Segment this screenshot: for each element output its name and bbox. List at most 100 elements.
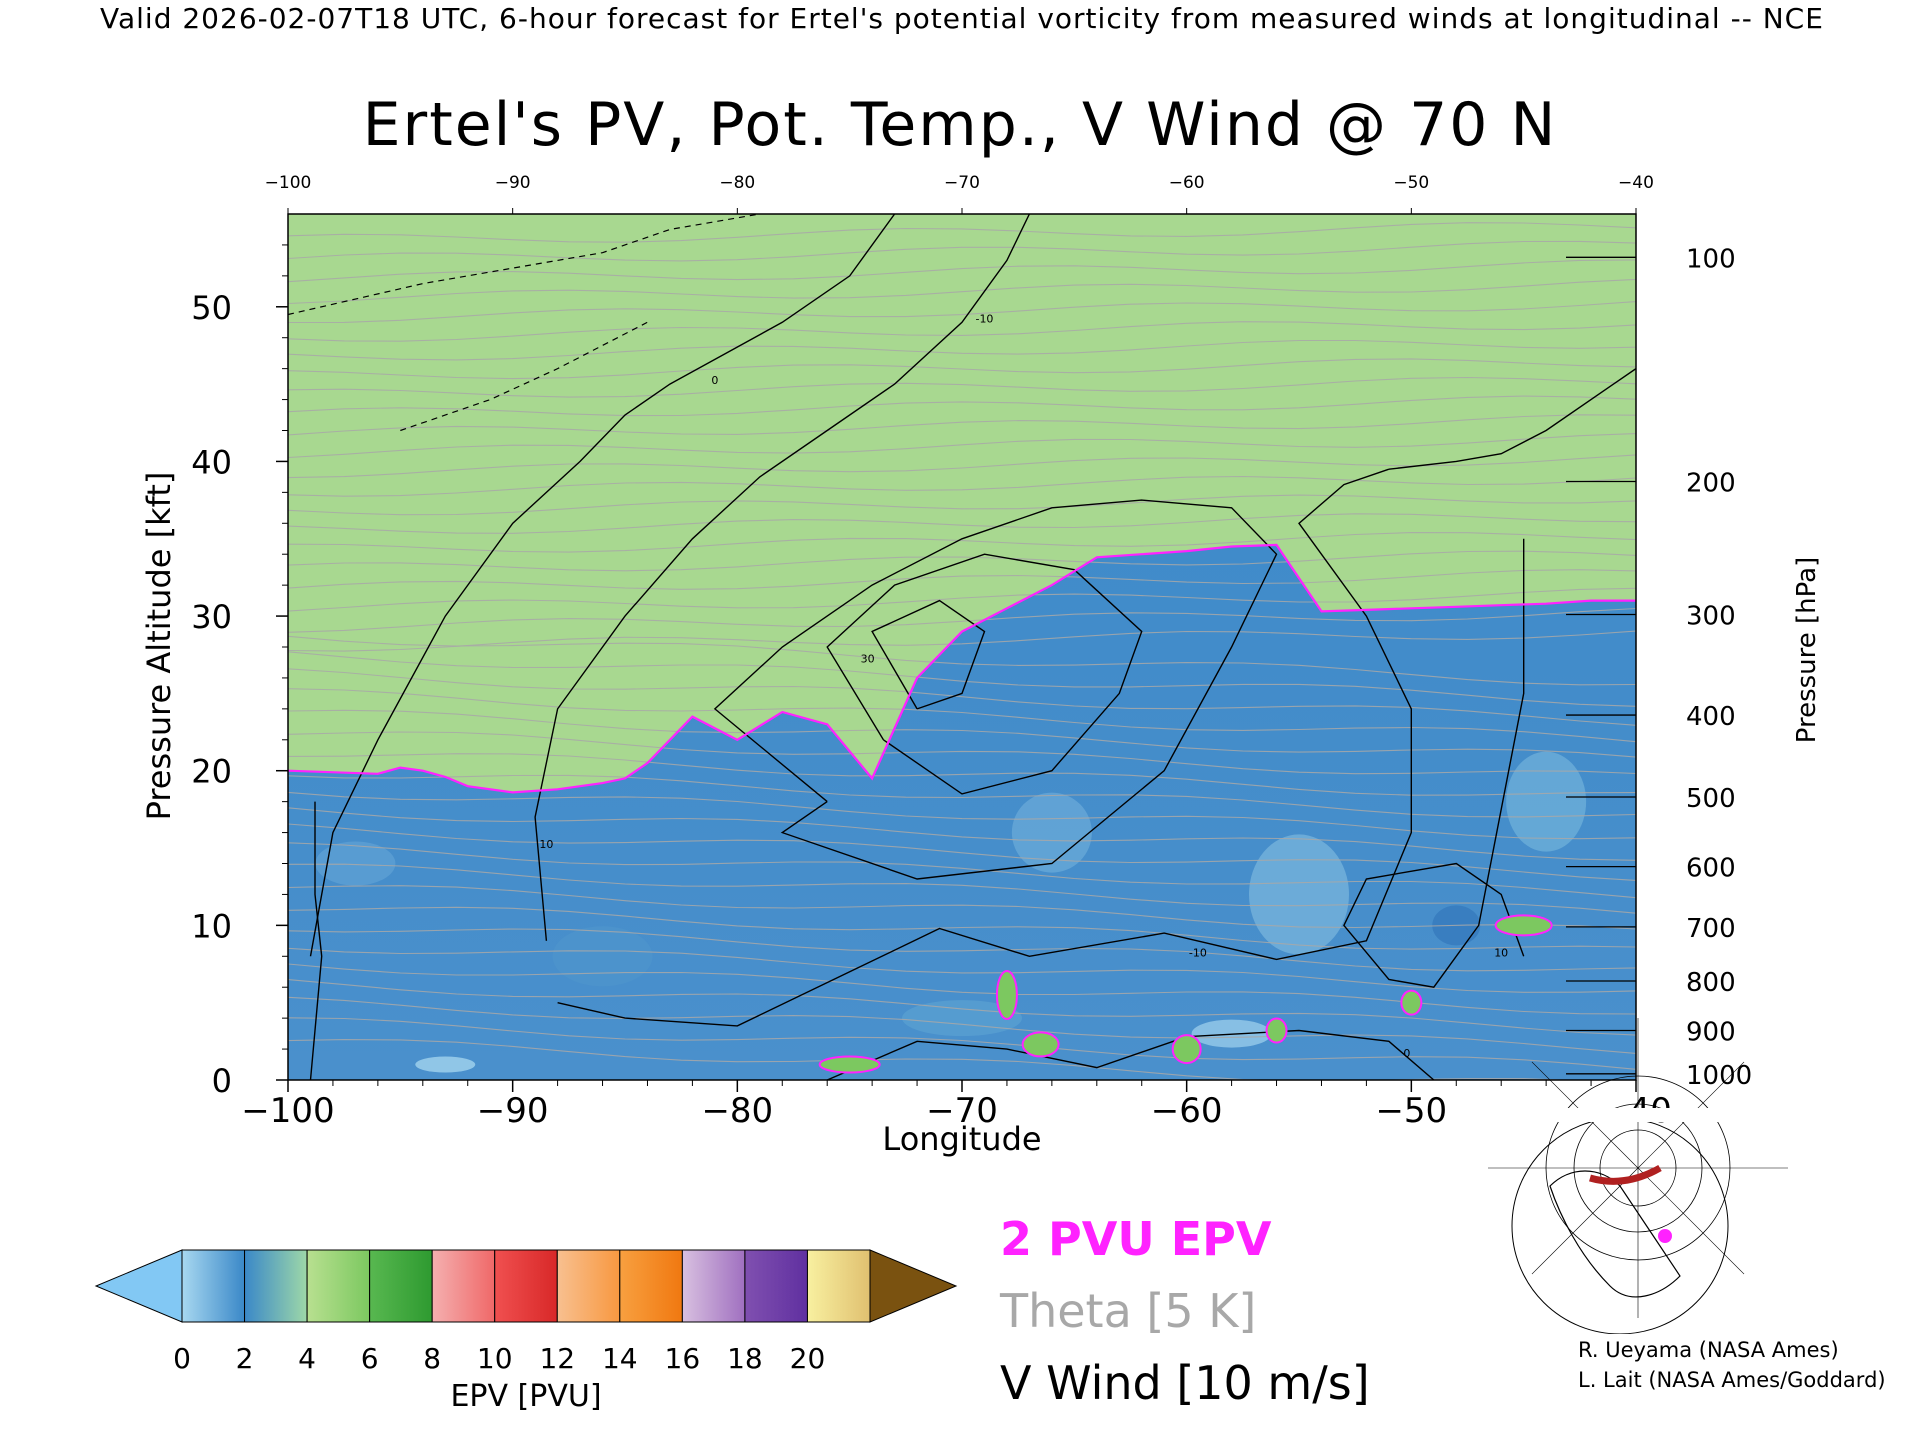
- pressure-tick-label-1: 200: [1686, 469, 1736, 499]
- vwind-label-0: 0: [711, 374, 718, 387]
- map-section-line: [1589, 1164, 1662, 1185]
- y-tick-label-1: 10: [191, 907, 232, 945]
- colorbar-segment-6: [556, 1249, 621, 1323]
- colorbar-tick-7: 14: [602, 1342, 638, 1375]
- theta-line-23: [288, 607, 1636, 633]
- colorbar-tick-0: 0: [173, 1342, 191, 1375]
- colorbar-tick-4: 8: [423, 1342, 441, 1375]
- theta-line-37: [288, 339, 1636, 361]
- pv-band-0: [288, 214, 1636, 793]
- theta-line-1: [288, 1017, 1636, 1070]
- pv2-blob-1: [1021, 1031, 1060, 1058]
- trop-patch-0: [315, 841, 396, 886]
- trop-patch-4: [1506, 751, 1587, 852]
- top-tick-label-1: −90: [495, 173, 531, 193]
- pressure-tick-label-4: 500: [1686, 784, 1736, 814]
- theta-line-35: [288, 376, 1636, 398]
- theta-line-36: [288, 358, 1636, 380]
- y-tick-label-2: 20: [191, 753, 232, 791]
- pressure-tick-label-8: 900: [1686, 1018, 1736, 1048]
- pv2-blob-3: [1265, 1017, 1288, 1044]
- vwind-negative-line: [288, 214, 760, 316]
- pv2-blob-4: [1400, 989, 1423, 1016]
- colorbar-segment-5: [494, 1249, 558, 1323]
- theta-line-34: [288, 395, 1636, 417]
- vwind-label-4: -10: [1189, 946, 1207, 959]
- colorbar-label: EPV [PVU]: [450, 1379, 601, 1414]
- colorbar-tick-3: 6: [361, 1342, 379, 1375]
- x-tick-label-5: −50: [1375, 1091, 1447, 1131]
- map-top-mask: [1500, 1108, 1740, 1122]
- vwind-contours: 0 10 30 -10 -10 0 10: [288, 214, 1636, 1080]
- colorbar-tick-5: 10: [477, 1342, 513, 1375]
- pressure-tick-label-5: 600: [1686, 854, 1736, 884]
- vwind-line-3: [826, 553, 1143, 795]
- map-coastline: [1549, 1170, 1681, 1298]
- theta-line-21: [288, 635, 1636, 686]
- vwind-line-9: [309, 801, 323, 1080]
- theta-line-22: [288, 630, 1636, 652]
- key-vwind-label: V Wind [10 m/s]: [1000, 1356, 1370, 1410]
- theta-line-38: [288, 321, 1636, 342]
- theta-line-2: [288, 996, 1636, 1054]
- pv2-tropopause: [288, 543, 1636, 794]
- vwind-line-4: [871, 599, 986, 710]
- colorbar-segment-9: [744, 1249, 808, 1323]
- colorbar-over-arrow: [869, 1249, 958, 1323]
- y-tick-label-5: 50: [191, 289, 232, 327]
- pv2-contour: [288, 543, 1636, 1074]
- theta-line-8: [288, 885, 1636, 930]
- colorbar-segment-7: [619, 1249, 683, 1323]
- theta-line-28: [288, 513, 1636, 534]
- pv2-blob-2: [1171, 1034, 1202, 1065]
- colorbar-under-arrow: [94, 1249, 183, 1323]
- theta-line-39: [288, 301, 1636, 324]
- theta-line-5: [288, 947, 1636, 993]
- colorbar-tick-1: 2: [236, 1342, 254, 1375]
- top-tick-label-3: −70: [944, 173, 980, 193]
- trop-patch-3: [1249, 834, 1349, 955]
- trop-patch-2: [1011, 792, 1092, 873]
- vwind-label-3: -10: [975, 312, 993, 325]
- theta-line-26: [288, 550, 1636, 572]
- y-tick-label-3: 30: [191, 598, 232, 636]
- pressure-tick-label-9: 1000: [1686, 1061, 1752, 1091]
- vwind-label-1: 10: [539, 838, 553, 851]
- key-theta-label: Theta [5 K]: [1000, 1284, 1257, 1338]
- x-tick-label-3: −70: [926, 1091, 998, 1131]
- credit-line-2: L. Lait (NASA Ames/Goddard): [1578, 1368, 1886, 1392]
- x-tick-label-4: −60: [1151, 1091, 1223, 1131]
- theta-line-33: [288, 414, 1636, 436]
- vwind-label-2: 30: [861, 652, 875, 665]
- vwind-label-5: 0: [1403, 1047, 1410, 1060]
- theta-line-11: [288, 823, 1636, 881]
- theta-line-10: [288, 842, 1636, 899]
- theta-line-7: [288, 906, 1636, 950]
- vwind-line-7: [1343, 538, 1525, 988]
- top-tick-label-0: −100: [265, 173, 312, 193]
- pv2-blob-6: [1494, 914, 1553, 937]
- top-tick-label-6: −40: [1618, 173, 1654, 193]
- locator-map: [1488, 1018, 1788, 1354]
- x-tick-label-2: −80: [701, 1091, 773, 1131]
- y2-axis-label: Pressure [hPa]: [1792, 557, 1822, 744]
- theta-line-42: [288, 240, 1636, 262]
- x-tick-label-1: −90: [477, 1091, 549, 1131]
- y-axis-label: Pressure Altitude [kft]: [140, 472, 178, 821]
- colorbar-tick-8: 16: [665, 1342, 701, 1375]
- map-meridian-1: [1637, 1167, 1745, 1275]
- colorbar-segment-0: [181, 1249, 246, 1323]
- colorbar-segment-3: [369, 1249, 433, 1323]
- pressure-tick-label-3: 400: [1686, 702, 1736, 732]
- vwind-label-6: 10: [1494, 946, 1508, 959]
- colorbar-segment-10: [806, 1249, 871, 1323]
- pv-field: [288, 214, 1636, 1080]
- vwind-negative-line-2: [400, 321, 648, 432]
- colorbar-segment-2: [306, 1249, 371, 1323]
- pressure-tick-label-2: 300: [1686, 602, 1736, 632]
- credit-line-1: R. Ueyama (NASA Ames): [1578, 1338, 1839, 1362]
- theta-line-31: [288, 454, 1636, 479]
- vwind-line-8: [826, 1029, 1435, 1080]
